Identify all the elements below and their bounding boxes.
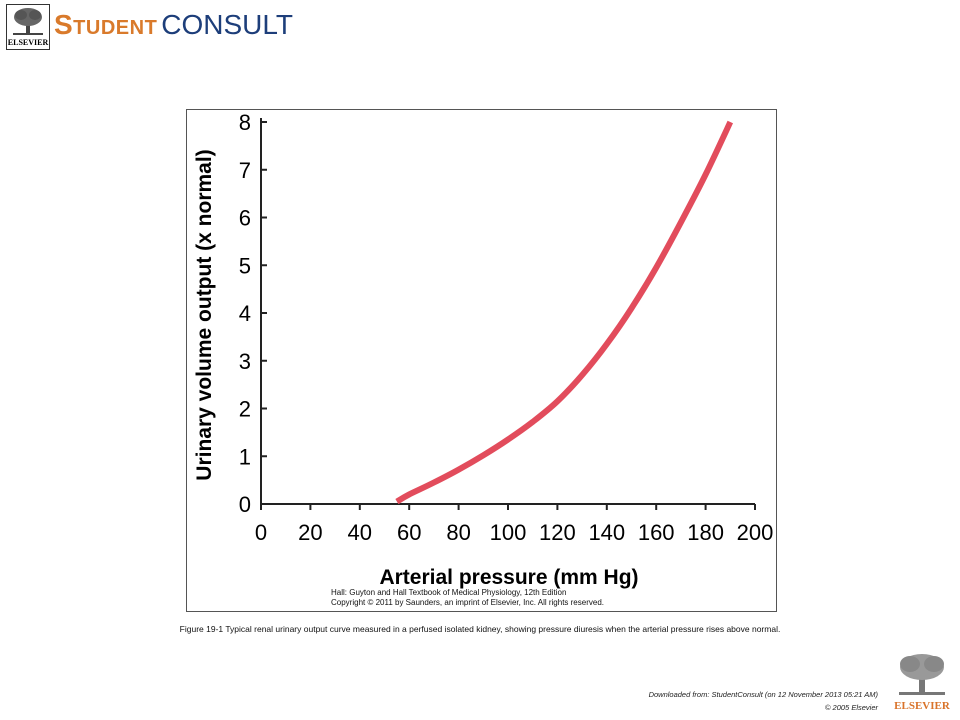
y-tick-label: 2 (239, 397, 251, 422)
y-tick-label: 6 (239, 206, 251, 231)
y-tick-label: 4 (239, 301, 251, 326)
x-tick-label: 100 (490, 520, 527, 545)
y-tick-label: 8 (239, 110, 251, 135)
x-axis-label: Arterial pressure (mm Hg) (379, 566, 638, 589)
figure-credit-line-2: Copyright © 2011 by Saunders, an imprint… (331, 598, 604, 607)
download-note: Downloaded from: StudentConsult (on 12 N… (648, 690, 878, 699)
y-tick-label: 7 (239, 158, 251, 183)
x-tick-label: 80 (446, 520, 470, 545)
brand-title: Student CONSULT (54, 8, 293, 42)
y-axis-label: Urinary volume output (x normal) (193, 149, 216, 480)
series (395, 120, 734, 505)
x-tick-label: 200 (737, 520, 774, 545)
x-tick-label: 40 (348, 520, 372, 545)
brand-part-1: Student (54, 9, 158, 40)
logo-text-bottom: ELSEVIER (894, 700, 950, 712)
figure-credit: Hall: Guyton and Hall Textbook of Medica… (331, 588, 604, 608)
figure-caption: Figure 19-1 Typical renal urinary output… (179, 624, 781, 634)
download-info: Downloaded from: StudentConsult (on 12 N… (649, 688, 878, 714)
logo-text: ELSEVIER (7, 38, 49, 47)
elsevier-logo-top: ELSEVIER (6, 4, 50, 50)
y-tick-label: 3 (239, 349, 251, 374)
x-tick-label: 20 (298, 520, 322, 545)
tree-icon (13, 8, 43, 35)
tree-icon (899, 654, 945, 695)
y-tick-label: 0 (239, 492, 251, 517)
elsevier-logo-bottom: ELSEVIER (893, 652, 951, 714)
x-tick-label: 140 (588, 520, 625, 545)
x-tick-label: 180 (687, 520, 724, 545)
figure-frame: 0 1 2 3 4 5 6 7 8 0 20 40 60 80 100 120 140 160 180 200 Art… (186, 109, 777, 612)
footer-copyright: © 2005 Elsevier (824, 703, 878, 712)
brand-part-2: CONSULT (161, 9, 293, 40)
series-line (395, 120, 734, 505)
x-tick-label: 120 (539, 520, 576, 545)
y-tick-label: 1 (239, 444, 251, 469)
axes (260, 118, 755, 505)
figure-credit-line-1: Hall: Guyton and Hall Textbook of Medica… (331, 588, 567, 597)
x-tick-label: 0 (255, 520, 267, 545)
x-tick-label: 60 (397, 520, 421, 545)
x-tick-label: 160 (638, 520, 675, 545)
y-tick-label: 5 (239, 253, 251, 278)
